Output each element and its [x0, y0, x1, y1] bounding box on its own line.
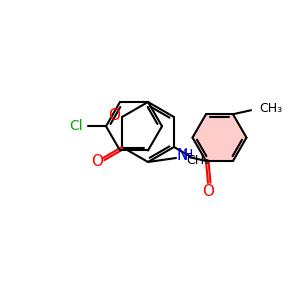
Text: O: O — [108, 107, 120, 122]
Text: CH₃: CH₃ — [187, 154, 210, 166]
Text: CH₃: CH₃ — [259, 102, 282, 115]
Text: H: H — [183, 148, 194, 162]
Polygon shape — [193, 114, 247, 161]
Text: Cl: Cl — [69, 119, 83, 133]
Text: O: O — [202, 184, 214, 199]
Text: N: N — [177, 148, 188, 164]
Text: O: O — [91, 154, 103, 169]
